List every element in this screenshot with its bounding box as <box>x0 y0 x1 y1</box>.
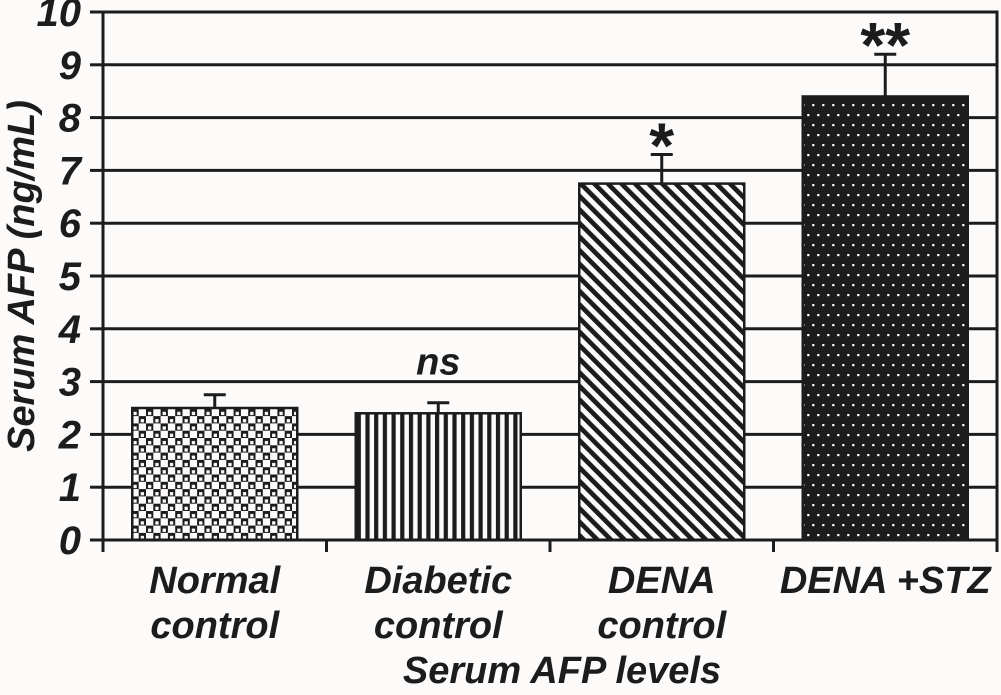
y-tick-label-0: 0 <box>59 519 81 563</box>
bar-dena-control <box>578 182 746 542</box>
y-tick-label-9: 9 <box>59 44 82 88</box>
category-label-diabetic-control-line2: control <box>374 605 504 647</box>
error-bar-diabetic-control <box>427 401 450 414</box>
error-bar-normal-control <box>203 393 226 408</box>
y-axis-title: Serum AFP (ng/mL) <box>1 100 43 452</box>
category-label-normal-control-line2: control <box>150 605 280 647</box>
plot-frame <box>101 10 999 542</box>
chart-title: Serum AFP levels <box>403 650 721 692</box>
category-label-normal-control-line1: Normal <box>149 560 281 602</box>
error-bar-dena-stz <box>874 52 897 97</box>
bar-normal-control <box>131 406 299 542</box>
category-label-dena-control-line1: DENA <box>608 560 716 602</box>
y-tick-label-4: 4 <box>58 308 81 352</box>
y-tick-label-5: 5 <box>59 255 82 299</box>
category-label-dena-stz-line1: DENA +STZ <box>780 560 993 602</box>
category-label-diabetic-control-line1: Diabetic <box>364 560 512 602</box>
error-bar-dena-control <box>650 153 673 184</box>
significance-label-diabetic-control: ns <box>416 342 460 384</box>
y-tick-label-3: 3 <box>59 361 81 405</box>
bar-diabetic-control <box>354 412 522 542</box>
significance-label-dena-stz: ** <box>860 9 910 81</box>
y-tick-label-10: 10 <box>37 0 82 35</box>
y-tick-label-8: 8 <box>59 97 82 141</box>
bar-dena-stz <box>801 95 969 542</box>
y-tick-label-7: 7 <box>59 149 83 193</box>
y-tick-label-6: 6 <box>59 202 82 246</box>
y-tick-label-1: 1 <box>59 466 81 510</box>
y-tick-label-2: 2 <box>58 413 81 457</box>
significance-label-dena-control: * <box>649 110 674 182</box>
category-label-dena-control-line2: control <box>597 605 727 647</box>
